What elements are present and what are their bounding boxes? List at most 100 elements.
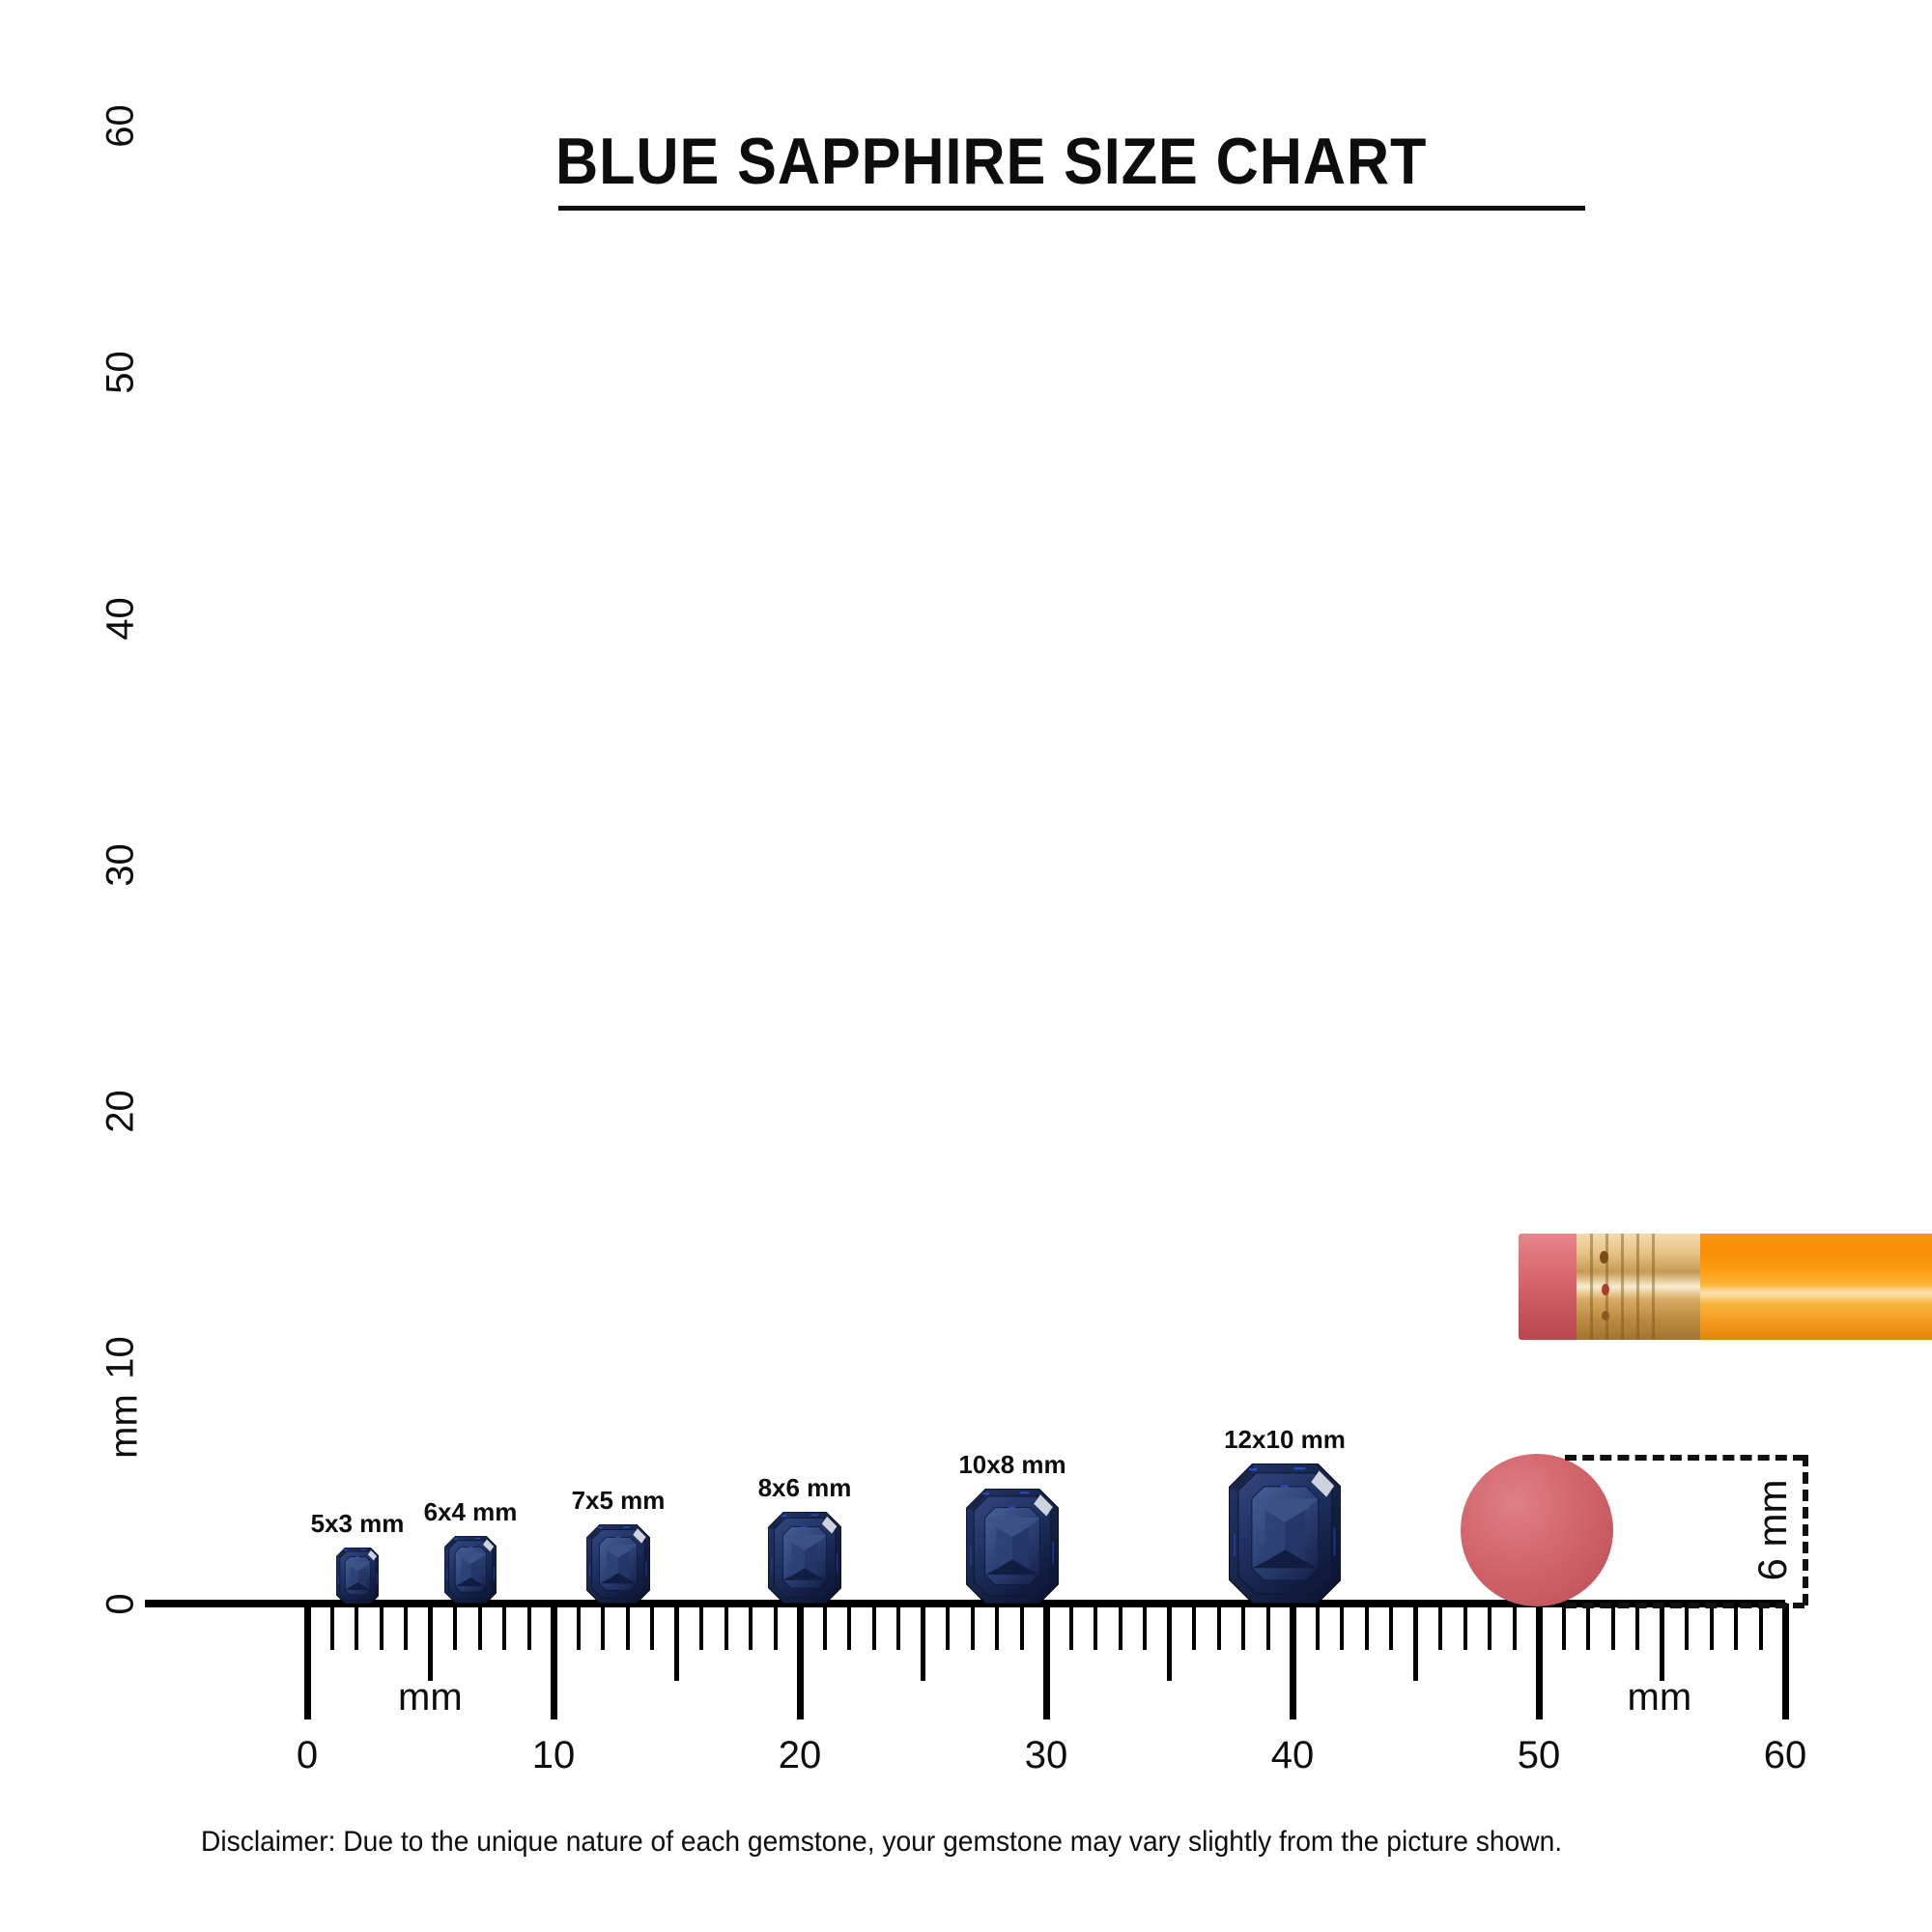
hruler-minor-tick	[1118, 1604, 1122, 1650]
pencil-body	[1700, 1234, 1932, 1340]
hruler-label: 30	[1024, 1734, 1068, 1776]
hruler-minor-tick	[773, 1604, 778, 1650]
pencil-eraser	[1519, 1234, 1577, 1340]
hruler-label: 10	[531, 1734, 576, 1776]
hruler-minor-tick	[1216, 1604, 1221, 1650]
hruler-label: 50	[1517, 1734, 1561, 1776]
eraser-dimension-right-line	[1803, 1455, 1808, 1605]
hruler-minor-tick	[871, 1604, 876, 1650]
disclaimer-text: Disclaimer: Due to the unique nature of …	[201, 1826, 1563, 1858]
eraser-cross-section	[1461, 1454, 1613, 1606]
hruler-major-tick	[1535, 1604, 1543, 1719]
gemstone-emerald-cut-graphic	[1228, 1463, 1342, 1604]
hruler-minor-tick	[1241, 1604, 1245, 1650]
hruler-minor-tick	[625, 1604, 630, 1650]
gemstone-highlight	[821, 1517, 838, 1535]
hruler-minor-tick	[404, 1604, 408, 1650]
gemstone-label: 5x3 mm	[310, 1508, 405, 1538]
hruler-minor-tick	[896, 1604, 900, 1650]
hruler-minor-tick	[1265, 1604, 1270, 1650]
hruler-mid-tick	[1660, 1604, 1664, 1681]
hruler-minor-tick	[477, 1604, 482, 1650]
hruler-minor-tick	[1019, 1604, 1024, 1650]
hruler-mid-tick	[1167, 1604, 1172, 1681]
gemstone-label: 12x10 mm	[1224, 1425, 1346, 1455]
hruler-minor-tick	[329, 1604, 334, 1650]
title-underline	[558, 206, 1585, 211]
gemstone-7x5-mm[interactable]: 7x5 mm	[572, 1486, 665, 1604]
hruler-minor-tick	[1463, 1604, 1467, 1650]
gemstone-12x10-mm[interactable]: 12x10 mm	[1224, 1425, 1346, 1604]
gemstone-emerald-cut-graphic	[965, 1488, 1059, 1604]
hruler-minor-tick	[1143, 1604, 1147, 1650]
hruler-minor-tick	[1438, 1604, 1442, 1650]
hruler-minor-tick	[1364, 1604, 1369, 1650]
hruler-mid-tick	[674, 1604, 679, 1681]
hruler-minor-tick	[1068, 1604, 1073, 1650]
hruler-minor-tick	[502, 1604, 506, 1650]
hruler-minor-tick	[1561, 1604, 1566, 1650]
gemstone-8x6-mm[interactable]: 8x6 mm	[758, 1473, 851, 1604]
hruler-minor-tick	[822, 1604, 827, 1650]
hruler-baseline	[307, 1600, 1785, 1607]
hruler-minor-tick	[1512, 1604, 1517, 1650]
pencil-ferrule	[1577, 1234, 1700, 1340]
hruler-unit-label-right: mm	[1627, 1676, 1692, 1719]
gemstone-highlight	[633, 1528, 646, 1544]
hruler-major-tick	[1289, 1604, 1296, 1719]
gemstone-label: 8x6 mm	[757, 1473, 852, 1503]
gemstone-emerald-cut-graphic	[443, 1536, 497, 1604]
gemstone-highlight	[367, 1549, 377, 1560]
gemstone-highlight	[482, 1539, 494, 1552]
hruler-label: 20	[778, 1734, 822, 1776]
hruler-label: 0	[296, 1734, 319, 1776]
hruler-minor-tick	[1635, 1604, 1639, 1650]
hruler-minor-tick	[526, 1604, 531, 1650]
eraser-size-label: 6 mm	[1749, 1479, 1795, 1581]
hruler-minor-tick	[1488, 1604, 1492, 1650]
hruler-minor-tick	[576, 1604, 581, 1650]
hruler-minor-tick	[995, 1604, 999, 1650]
hruler-minor-tick	[1734, 1604, 1738, 1650]
pencil-reference	[1519, 1234, 1932, 1340]
hruler-mid-tick	[1413, 1604, 1418, 1681]
hruler-minor-tick	[1758, 1604, 1763, 1650]
hruler-minor-tick	[453, 1604, 457, 1650]
hruler-minor-tick	[1685, 1604, 1689, 1650]
hruler-minor-tick	[355, 1604, 358, 1650]
hruler-mid-tick	[921, 1604, 925, 1681]
hruler-minor-tick	[1610, 1604, 1615, 1650]
gemstone-highlight	[1310, 1470, 1334, 1497]
hruler-minor-tick	[1315, 1604, 1320, 1650]
origin-line	[145, 1600, 314, 1607]
gemstone-emerald-cut-graphic	[335, 1547, 380, 1604]
eraser-dimension-top-line	[1565, 1455, 1804, 1461]
hruler-minor-tick	[724, 1604, 728, 1650]
hruler-label: 40	[1270, 1734, 1315, 1776]
horizontal-ruler: 0 10 20 30 40 50 60 mm mm	[145, 1600, 1807, 1776]
hruler-minor-tick	[749, 1604, 753, 1650]
hruler-minor-tick	[379, 1604, 384, 1650]
gemstone-6x4-mm[interactable]: 6x4 mm	[424, 1497, 517, 1604]
hruler-minor-tick	[1192, 1604, 1196, 1650]
hruler-minor-tick	[699, 1604, 703, 1650]
eraser-dimension-bottom-line	[1565, 1603, 1804, 1608]
hruler-minor-tick	[1340, 1604, 1344, 1650]
hruler-unit-label-left: mm	[398, 1676, 463, 1719]
hruler-major-tick	[1042, 1604, 1050, 1719]
hruler-major-tick	[1781, 1604, 1789, 1719]
hruler-major-tick	[303, 1604, 311, 1719]
hruler-minor-tick	[970, 1604, 975, 1650]
gemstone-5x3-mm[interactable]: 5x3 mm	[311, 1509, 404, 1604]
gemstone-emerald-cut-graphic	[767, 1512, 842, 1604]
hruler-minor-tick	[1709, 1604, 1714, 1650]
hruler-label: 60	[1763, 1734, 1807, 1776]
gemstone-highlight	[1034, 1494, 1053, 1517]
gemstone-10x8-mm[interactable]: 10x8 mm	[958, 1450, 1066, 1604]
page-title: BLUE SAPPHIRE SIZE CHART	[555, 125, 1428, 198]
hruler-minor-tick	[1389, 1604, 1393, 1650]
gemstone-emerald-cut-graphic	[586, 1524, 650, 1604]
hruler-minor-tick	[1094, 1604, 1097, 1650]
hruler-minor-tick	[650, 1604, 654, 1650]
